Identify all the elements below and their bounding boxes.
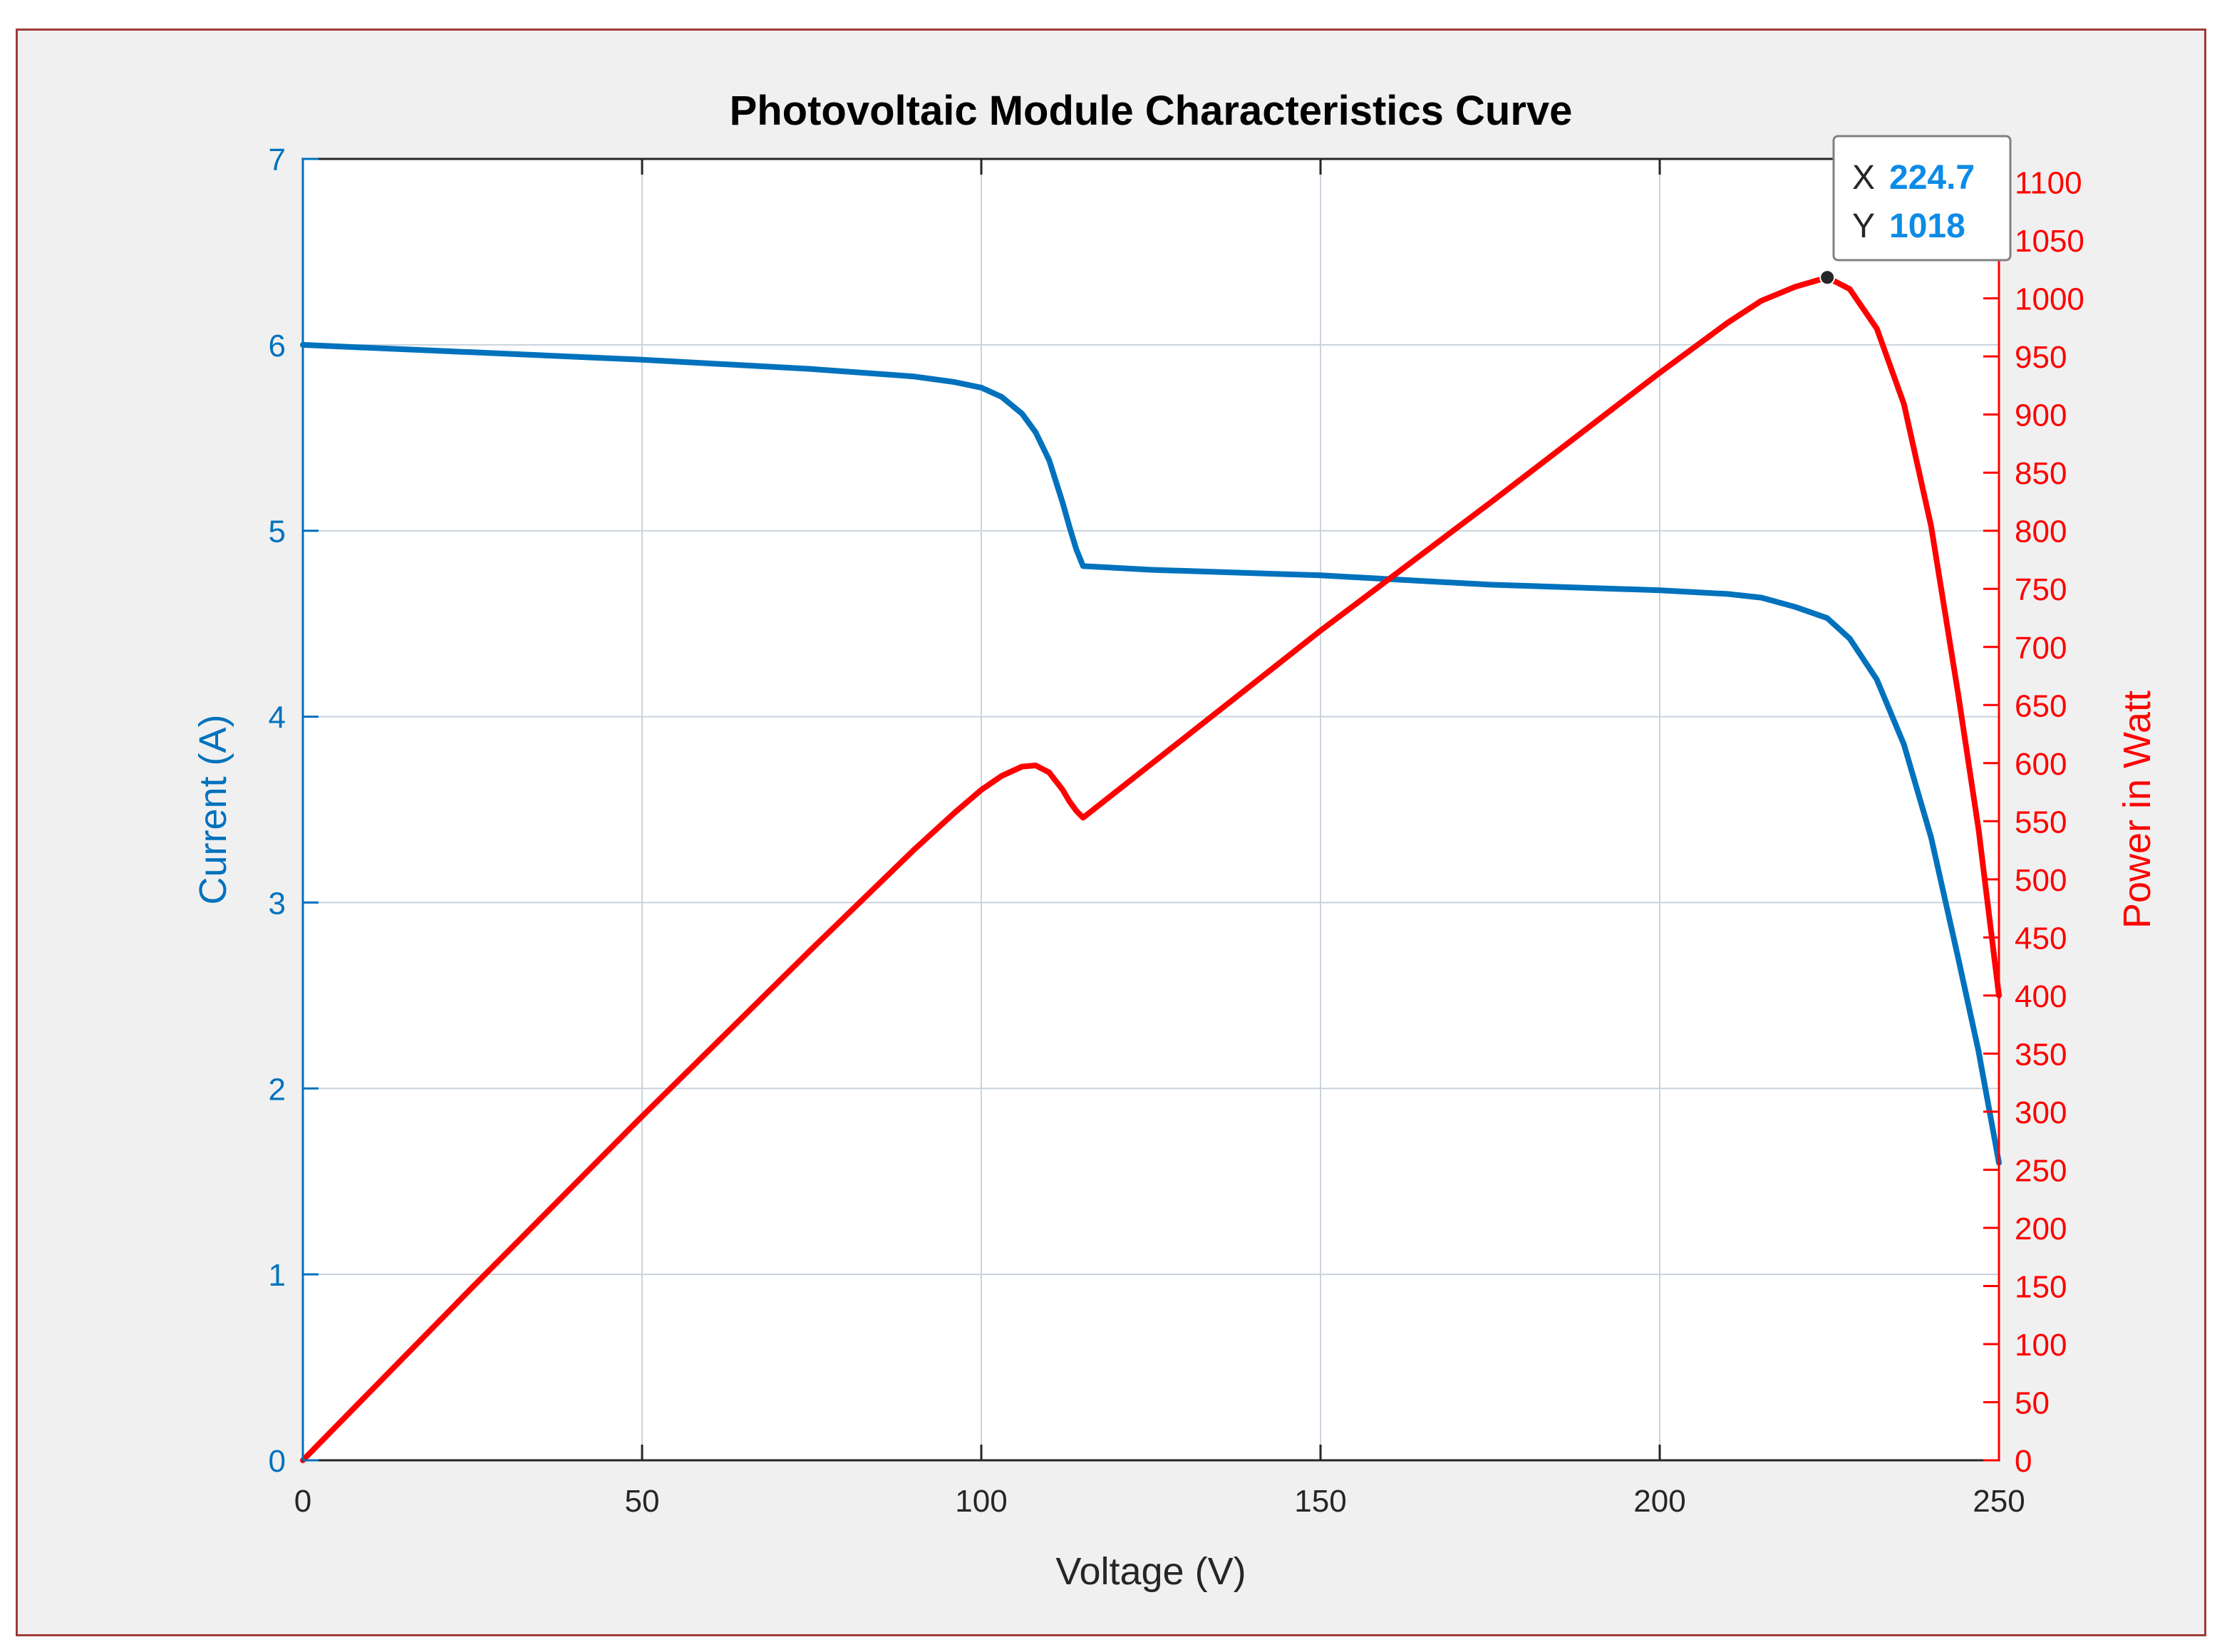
y-right-tick-label: 300: [2015, 1095, 2067, 1130]
chart-title: Photovoltaic Module Characteristics Curv…: [730, 88, 1573, 134]
axes-background: [303, 159, 1999, 1460]
y-right-tick-label: 700: [2015, 631, 2067, 666]
data-tip[interactable]: X 224.7 Y 1018: [1819, 135, 2012, 286]
y-right-tick-label: 750: [2015, 572, 2067, 607]
data-tip-box: [1832, 135, 2012, 262]
y-right-tick-label: 150: [2015, 1269, 2067, 1304]
series-layer: [300, 274, 2002, 1463]
y-right-tick-label: 350: [2015, 1037, 2067, 1072]
ticks: [301, 158, 2000, 1462]
y-left-tick-label: 2: [269, 1072, 286, 1107]
y-left-tick-label: 6: [269, 329, 286, 363]
x-tick-label: 100: [955, 1484, 1007, 1519]
x-tick-label: 50: [625, 1484, 660, 1519]
data-tip-x-value: 224.7: [1889, 159, 1975, 197]
y-right-tick-label: 250: [2015, 1153, 2067, 1188]
y-right-tick-label: 900: [2015, 398, 2067, 433]
figure-window: 0 50 100 150 200 250 0 1 2 3 4 5 6 7 0 50 100 150 200 250 30…: [16, 29, 2206, 1636]
data-tip-marker[interactable]: [1819, 269, 1836, 286]
y-right-tick-label: 500: [2015, 863, 2067, 898]
data-tip-y-value: 1018: [1889, 207, 1965, 245]
x-tick-label: 0: [294, 1484, 311, 1519]
y-right-tick-label: 200: [2015, 1212, 2067, 1246]
y-left-tick-label: 4: [269, 701, 286, 735]
tick-labels: 0 50 100 150 200 250 0 1 2 3 4 5 6 7 0 50 100 150 200 250 30…: [269, 143, 2084, 1519]
chart[interactable]: 0 50 100 150 200 250 0 1 2 3 4 5 6 7 0 50 100 150 200 250 30…: [18, 31, 2208, 1638]
x-axis-label: Voltage (V): [1055, 1550, 1246, 1593]
y-right-tick-label: 1100: [2015, 166, 2082, 201]
current-curve-line[interactable]: [300, 341, 2002, 1166]
y-right-tick-label: 450: [2015, 921, 2067, 956]
y-right-tick-label: 1050: [2015, 224, 2084, 259]
y-right-tick-label: 100: [2015, 1328, 2067, 1363]
y-right-tick-label: 550: [2015, 805, 2067, 840]
y-right-axis-label: Power in Watt: [2116, 691, 2159, 929]
power-curve-line[interactable]: [300, 274, 2002, 1463]
x-tick-label: 200: [1633, 1484, 1685, 1519]
y-right-tick-label: 400: [2015, 979, 2067, 1014]
x-tick-label: 250: [1973, 1484, 2025, 1519]
y-right-tick-label: 950: [2015, 340, 2067, 375]
y-right-tick-label: 0: [2015, 1444, 2032, 1479]
y-left-axis-label: Current (A): [192, 714, 234, 904]
data-tip-y-label: Y: [1852, 207, 1875, 245]
y-right-tick-label: 600: [2015, 747, 2067, 782]
y-left-tick-label: 7: [269, 143, 286, 177]
y-left-tick-label: 0: [269, 1444, 286, 1479]
x-tick-label: 150: [1294, 1484, 1346, 1519]
y-right-tick-label: 1000: [2015, 282, 2084, 317]
data-tip-x-label: X: [1852, 159, 1875, 197]
y-right-tick-label: 850: [2015, 456, 2067, 491]
y-left-tick-label: 1: [269, 1258, 286, 1293]
y-left-tick-label: 3: [269, 886, 286, 921]
y-right-tick-label: 650: [2015, 688, 2067, 723]
y-right-tick-label: 800: [2015, 515, 2067, 549]
y-left-tick-label: 5: [269, 515, 286, 549]
y-right-tick-label: 50: [2015, 1385, 2050, 1420]
